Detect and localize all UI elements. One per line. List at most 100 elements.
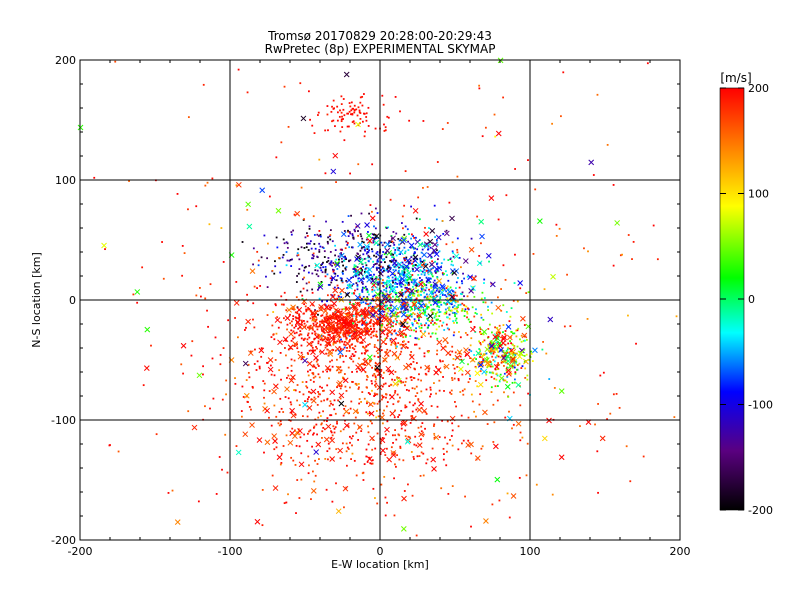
data-point [429, 243, 431, 246]
data-point [351, 444, 353, 447]
data-point [344, 257, 347, 259]
data-point [252, 263, 255, 266]
data-point [380, 368, 383, 371]
data-point [334, 412, 337, 415]
data-point [480, 365, 483, 368]
data-point [323, 316, 326, 319]
data-point [350, 101, 353, 104]
data-point [266, 286, 269, 289]
data-point [492, 372, 495, 375]
data-point [379, 438, 382, 441]
data-point [306, 338, 309, 341]
data-point [410, 278, 413, 281]
data-point [298, 445, 301, 448]
data-point [407, 483, 409, 486]
data-point [440, 487, 443, 490]
data-point [496, 399, 499, 402]
data-point [355, 108, 358, 111]
data-point [336, 420, 338, 423]
data-point [398, 322, 401, 325]
data-point [317, 275, 320, 278]
data-point [246, 299, 249, 302]
data-point [222, 347, 225, 349]
data-point [374, 127, 377, 130]
data-point-cross [427, 252, 433, 259]
data-point [321, 319, 324, 322]
data-point [351, 452, 354, 455]
data-point [404, 284, 407, 287]
data-point [303, 269, 305, 272]
data-point [309, 391, 312, 394]
data-point [273, 338, 276, 341]
data-point [384, 382, 387, 385]
data-point [328, 321, 331, 323]
data-point [399, 447, 402, 449]
data-point [383, 298, 386, 301]
data-point [337, 294, 340, 297]
data-point [363, 246, 365, 248]
data-point [448, 313, 451, 316]
data-point-cross [337, 349, 344, 356]
data-point [271, 269, 274, 272]
data-point [323, 303, 326, 306]
data-point [393, 312, 396, 315]
data-point [505, 359, 508, 362]
data-point [422, 313, 425, 315]
data-point [398, 282, 401, 285]
data-point [384, 338, 387, 340]
data-point [301, 294, 304, 297]
data-point [438, 436, 441, 438]
data-point [306, 415, 309, 418]
data-point [343, 341, 346, 343]
data-point [363, 352, 366, 354]
data-point [340, 248, 343, 251]
data-point-cross [338, 392, 345, 399]
data-point [405, 334, 407, 337]
data-point [365, 252, 368, 255]
data-point [380, 303, 383, 306]
data-point [430, 393, 432, 396]
data-point [335, 279, 338, 282]
data-point [369, 393, 371, 396]
data-point [327, 129, 329, 132]
data-point [331, 332, 334, 335]
data-point [359, 320, 361, 323]
data-point [497, 296, 499, 299]
data-point [413, 329, 415, 332]
data-point [346, 284, 349, 287]
data-point [323, 250, 326, 253]
data-point [104, 248, 106, 251]
data-point [407, 262, 410, 265]
data-point [481, 355, 484, 357]
data-point-cross [379, 437, 386, 444]
data-point [353, 104, 356, 107]
data-point [286, 259, 289, 262]
data-point [404, 380, 407, 383]
data-point [349, 299, 351, 302]
data-point [345, 355, 347, 358]
data-point [485, 352, 488, 355]
data-point [405, 388, 408, 391]
data-point [317, 325, 319, 328]
data-point [374, 376, 377, 378]
data-point-cross [258, 347, 265, 354]
data-point [298, 433, 301, 436]
data-point [376, 502, 379, 505]
data-point [385, 314, 387, 317]
data-point-cross [284, 315, 291, 322]
data-point [445, 464, 448, 467]
data-point [404, 309, 407, 312]
data-point-cross [370, 312, 376, 318]
data-point [496, 374, 499, 377]
data-point [451, 250, 454, 253]
data-point [225, 393, 227, 396]
data-point [357, 383, 360, 385]
data-point [300, 452, 303, 455]
data-point [338, 298, 341, 301]
data-point [327, 242, 329, 245]
data-point [298, 334, 301, 337]
data-point-cross [358, 330, 364, 337]
data-point [431, 260, 434, 263]
data-point-cross [364, 330, 370, 337]
data-point [271, 324, 274, 327]
